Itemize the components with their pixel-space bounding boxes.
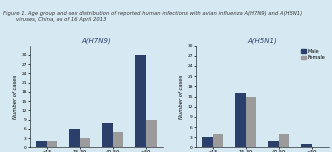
Bar <box>46 141 57 147</box>
Y-axis label: Number of cases: Number of cases <box>13 74 18 119</box>
Text: Figure 1. Age group and sex distribution of reported human infections with avian: Figure 1. Age group and sex distribution… <box>3 11 302 22</box>
Title: A(H7N9): A(H7N9) <box>81 38 111 44</box>
Y-axis label: Number of cases: Number of cases <box>179 74 184 119</box>
Bar <box>135 55 146 147</box>
Bar <box>279 134 290 147</box>
Bar <box>69 129 80 147</box>
Bar <box>268 141 279 147</box>
Bar <box>246 97 256 147</box>
Bar <box>146 120 157 147</box>
Bar <box>202 137 212 147</box>
Legend: Male, Female: Male, Female <box>300 48 326 61</box>
Bar <box>113 132 124 147</box>
Bar <box>301 144 312 147</box>
Bar <box>212 134 223 147</box>
Title: A(H5N1): A(H5N1) <box>247 38 277 44</box>
Bar <box>36 141 46 147</box>
Bar <box>80 138 90 147</box>
Bar <box>235 93 246 147</box>
Bar <box>102 123 113 147</box>
